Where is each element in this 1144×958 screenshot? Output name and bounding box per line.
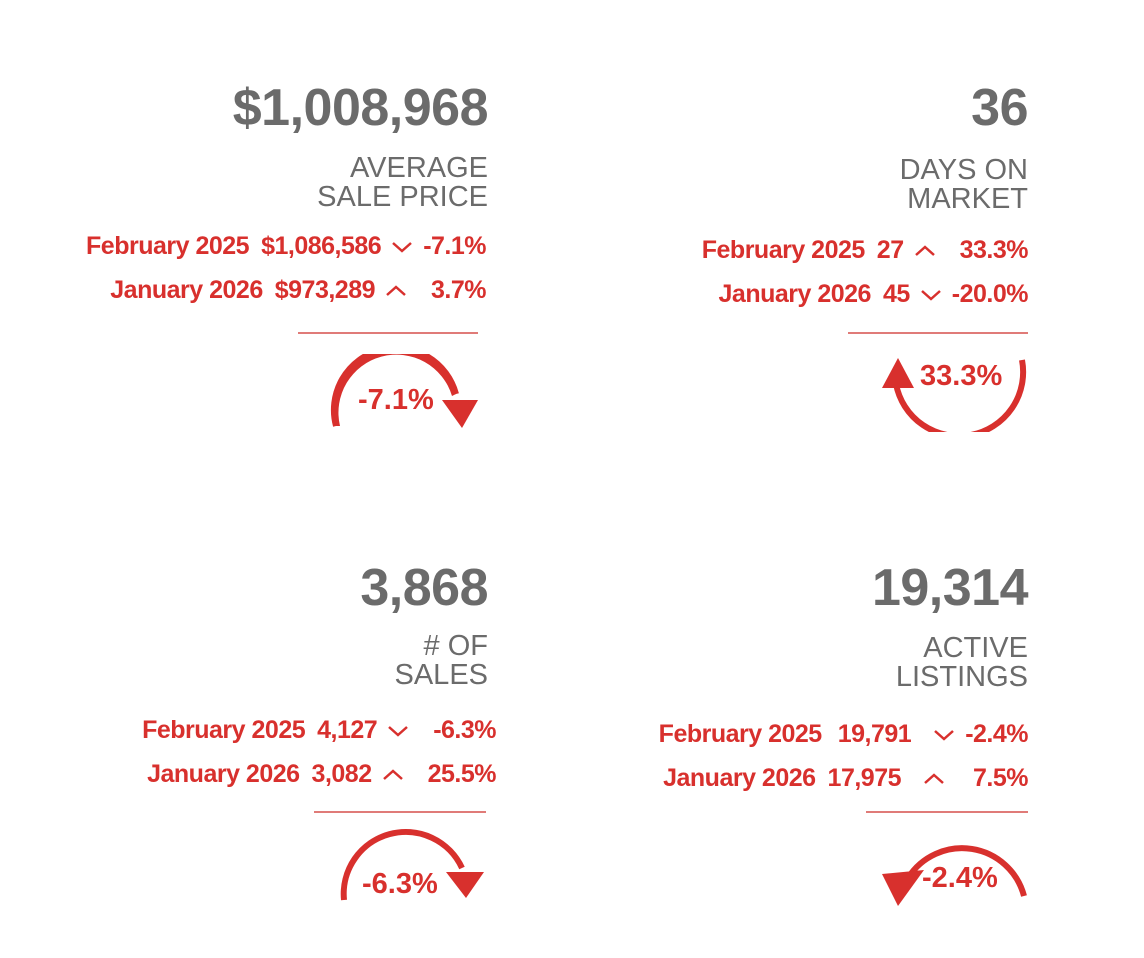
label-line-1: ACTIVE xyxy=(923,632,1028,664)
trend-percent: -6.3% xyxy=(362,868,438,900)
period-label: January 2026 xyxy=(663,764,816,792)
chevron-up-icon xyxy=(924,772,944,784)
card-average-sale-price: $1,008,968 AVERAGE SALE PRICE February 2… xyxy=(20,79,489,440)
label-line-2: SALES xyxy=(394,659,489,691)
number-of-sales-label: # OF SALES xyxy=(395,632,489,690)
trend-up-arrow-icon xyxy=(882,845,1027,906)
label-line-1: # OF xyxy=(423,630,488,662)
comparison-row: January 2026 45 -20.0% xyxy=(718,280,1029,309)
trend-percent: -2.4% xyxy=(922,862,998,894)
period-label: January 2026 xyxy=(718,280,872,308)
active-listings-label: ACTIVE LISTINGS xyxy=(896,634,1028,692)
card-days-on-market: 36 DAYS ON MARKET February 2025 27 33.3%… xyxy=(600,79,1029,440)
divider xyxy=(866,811,1028,813)
period-label: January 2026 xyxy=(110,276,263,304)
comparison-row: February 2025 4,127 -6.3% xyxy=(142,716,496,745)
trend-percent: -7.1% xyxy=(358,384,434,416)
comparison-row: January 2026 $973,289 3.7% xyxy=(110,276,486,305)
comparison-row: January 2026 17,975 7.5% xyxy=(663,764,1028,793)
chevron-up-icon xyxy=(382,768,403,780)
card-active-listings: 19,314 ACTIVE LISTINGS February 2025 19,… xyxy=(600,559,1029,920)
chevron-up-icon xyxy=(386,284,406,296)
change-percent: -7.1% xyxy=(423,232,486,260)
change-percent: -2.4% xyxy=(965,720,1028,748)
comparison-row: February 2025 19,791 -2.4% xyxy=(658,720,1029,749)
amount: 45 xyxy=(882,280,910,308)
divider xyxy=(298,332,478,334)
trend-percent: 33.3% xyxy=(920,360,1003,392)
label-line-2: LISTINGS xyxy=(895,661,1028,693)
change-percent: 3.7% xyxy=(431,276,486,304)
label-line-1: DAYS ON xyxy=(899,154,1028,186)
chevron-up-icon xyxy=(914,244,935,256)
change-percent: 7.5% xyxy=(973,764,1028,792)
divider xyxy=(848,332,1028,334)
amount: 17,975 xyxy=(827,764,902,792)
divider xyxy=(314,811,486,813)
trend-up-arrow-icon xyxy=(882,358,1027,432)
chevron-down-icon xyxy=(388,725,409,737)
comparison-row: February 2025 27 33.3% xyxy=(701,236,1029,265)
period-label: February 2025 xyxy=(701,236,866,264)
amount: 4,127 xyxy=(317,716,378,744)
days-on-market-label: DAYS ON MARKET xyxy=(900,156,1028,214)
comparison-row: February 2025 $1,086,586 -7.1% xyxy=(86,232,486,261)
card-number-of-sales: 3,868 # OF SALES February 2025 4,127 -6.… xyxy=(20,559,497,920)
trend-down-arrow-icon xyxy=(340,828,484,901)
period-label: February 2025 xyxy=(658,720,823,748)
period-label: January 2026 xyxy=(147,760,300,788)
period-label: February 2025 xyxy=(142,716,306,744)
amount: 3,082 xyxy=(311,760,373,788)
amount: 19,791 xyxy=(837,720,912,748)
trend-down-arrow-icon xyxy=(330,354,478,428)
label-line-1: AVERAGE xyxy=(349,152,488,184)
comparison-row: January 2026 3,082 25.5% xyxy=(147,760,496,789)
change-percent: 33.3% xyxy=(959,236,1029,264)
label-line-2: MARKET xyxy=(907,183,1028,215)
chevron-down-icon xyxy=(392,241,413,253)
amount: 27 xyxy=(876,236,904,264)
chevron-down-icon xyxy=(920,289,941,301)
average-sale-price-value: $1,008,968 xyxy=(232,79,489,137)
active-listings-value: 19,314 xyxy=(871,559,1029,617)
period-label: February 2025 xyxy=(86,232,250,260)
label-line-2: SALE PRICE xyxy=(317,181,488,213)
days-on-market-value: 36 xyxy=(971,79,1028,137)
change-percent: -20.0% xyxy=(951,280,1029,308)
change-percent: -6.3% xyxy=(433,716,496,744)
amount: $973,289 xyxy=(274,276,376,304)
number-of-sales-value: 3,868 xyxy=(360,559,488,617)
amount: $1,086,586 xyxy=(261,232,382,260)
chevron-down-icon xyxy=(934,729,955,741)
change-percent: 25.5% xyxy=(427,760,497,788)
average-sale-price-label: AVERAGE SALE PRICE xyxy=(317,154,488,212)
